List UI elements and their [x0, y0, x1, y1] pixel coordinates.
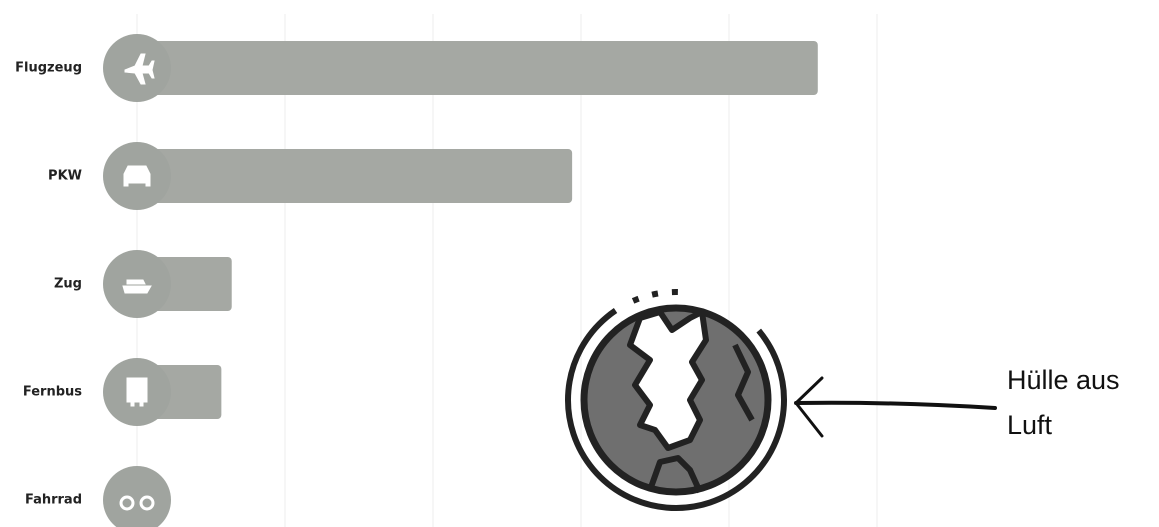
- category-icon: [122, 279, 152, 294]
- annotation: Hülle aus: [1007, 365, 1120, 395]
- category-icon: [123, 165, 151, 187]
- category-label: Flugzeug: [15, 61, 82, 76]
- category-label: Zug: [54, 277, 82, 292]
- category-icon: [119, 495, 155, 511]
- category-icon-circle: [103, 466, 171, 527]
- category-label: Fernbus: [23, 385, 82, 400]
- annotation-arrow: [794, 376, 997, 438]
- bars: [103, 34, 818, 527]
- annotation: Luft: [1007, 410, 1053, 440]
- category-icon: [126, 377, 148, 407]
- globe-icon: [565, 289, 787, 511]
- bar: [137, 149, 573, 203]
- bar: [137, 41, 818, 95]
- category-label: PKW: [48, 169, 82, 184]
- category-label: Fahrrad: [25, 493, 82, 508]
- category-icon: [124, 53, 155, 85]
- grid: [136, 14, 878, 527]
